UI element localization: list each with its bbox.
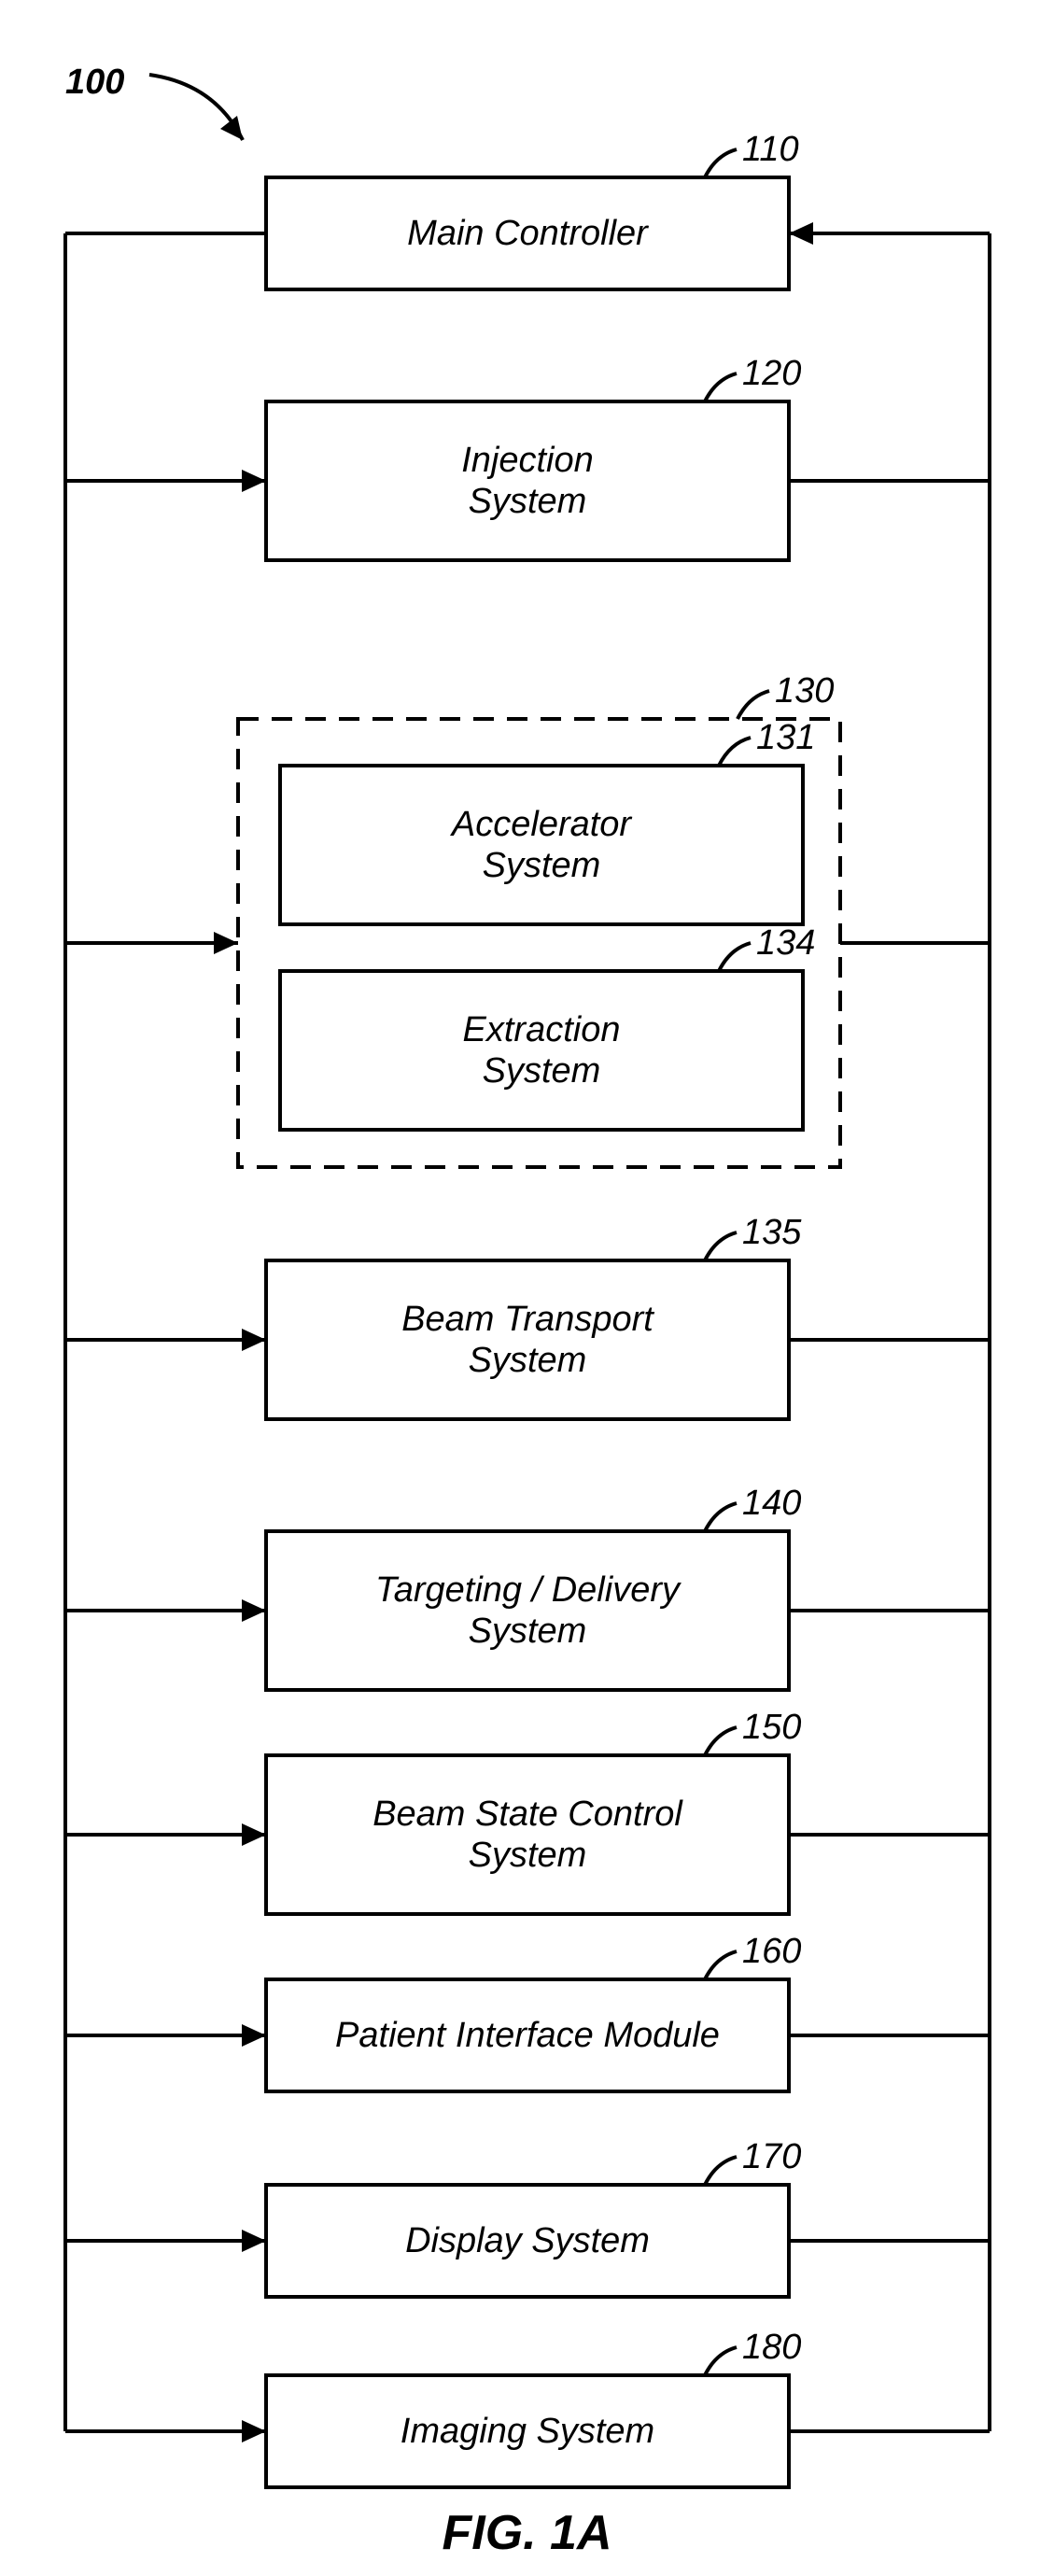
block-label: Accelerator <box>450 805 633 844</box>
block-display: Display System <box>266 2185 789 2297</box>
figure-ref: 100 <box>65 63 124 102</box>
block-label: Beam Transport <box>401 1300 654 1339</box>
block-injection: InjectionSystem <box>266 401 789 560</box>
block-beam-state: Beam State ControlSystem <box>266 1755 789 1914</box>
figure-caption: FIG. 1A <box>442 2506 611 2560</box>
block-label: Beam State Control <box>372 1795 683 1834</box>
block-imaging: Imaging System <box>266 2375 789 2487</box>
block-targeting: Targeting / DeliverySystem <box>266 1531 789 1690</box>
block-label: Extraction <box>463 1010 621 1049</box>
block-label: Injection <box>461 441 594 480</box>
ref-number: 134 <box>756 923 815 963</box>
block-beam-transport: Beam TransportSystem <box>266 1260 789 1419</box>
ref-number: 120 <box>742 354 801 393</box>
block-label: Patient Interface Module <box>335 2016 720 2055</box>
block-label: System <box>469 482 587 521</box>
ref-number: 170 <box>742 2137 801 2176</box>
ref-number: 160 <box>742 1932 801 1971</box>
block-main-controller: Main Controller <box>266 177 789 289</box>
ref-number: 130 <box>775 671 834 711</box>
ref-number: 140 <box>742 1484 801 1523</box>
block-label: Targeting / Delivery <box>375 1570 682 1610</box>
block-accelerator: AcceleratorSystem <box>280 766 803 924</box>
block-label: Main Controller <box>407 214 649 253</box>
ref-number: 135 <box>742 1213 802 1252</box>
block-label: Display System <box>405 2221 650 2260</box>
ref-number: 180 <box>742 2328 801 2367</box>
ref-number: 150 <box>742 1708 801 1747</box>
block-extraction: ExtractionSystem <box>280 971 803 1130</box>
block-label: System <box>483 846 601 885</box>
block-label: Imaging System <box>401 2412 654 2451</box>
ref-number: 131 <box>756 718 815 757</box>
block-label: System <box>469 1612 587 1651</box>
block-label: System <box>483 1051 601 1091</box>
block-label: System <box>469 1836 587 1875</box>
ref-number: 110 <box>742 130 799 169</box>
block-patient-iface: Patient Interface Module <box>266 1979 789 2091</box>
block-label: System <box>469 1341 587 1380</box>
